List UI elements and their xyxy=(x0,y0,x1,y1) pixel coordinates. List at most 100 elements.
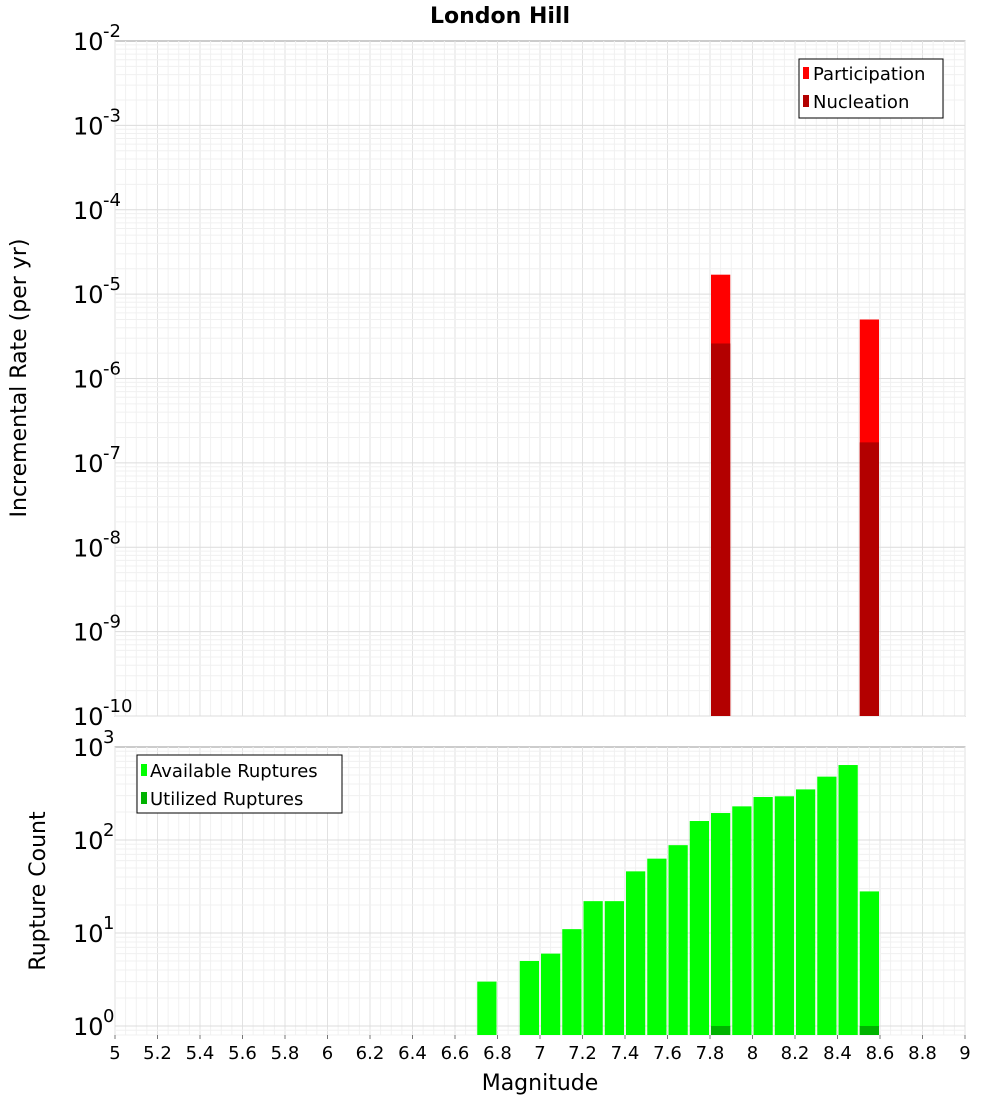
utilized-legend-swatch xyxy=(141,792,147,804)
y-tick-label: 10 -10 xyxy=(73,696,132,731)
y-tick-base: 10 xyxy=(73,619,104,647)
x-tick-label: 6.8 xyxy=(483,1043,512,1064)
rate-legend-box xyxy=(798,58,944,119)
x-tick-label: 7 xyxy=(534,1043,545,1064)
y-tick-exponent: -5 xyxy=(103,274,121,295)
x-tick-label: 6.6 xyxy=(441,1043,470,1064)
y-tick-label: 10 2 xyxy=(73,820,114,855)
y-tick-label: 10 -9 xyxy=(73,612,121,647)
y-tick-label: 10 0 xyxy=(73,1006,114,1041)
count-bar-a xyxy=(689,821,709,1035)
y-tick-base: 10 xyxy=(73,920,104,948)
x-tick-label: 5.8 xyxy=(271,1043,300,1064)
rate-plot-grid xyxy=(114,41,966,717)
x-tick-label: 7.6 xyxy=(653,1043,682,1064)
y-tick-exponent: -7 xyxy=(103,443,121,464)
x-tick-label: 8.8 xyxy=(908,1043,937,1064)
y-tick-exponent: -9 xyxy=(103,612,121,633)
count-bar-a xyxy=(626,871,646,1035)
count-bar-b xyxy=(859,1025,879,1035)
nucleation-legend-label: Nucleation xyxy=(813,92,909,113)
utilized-legend-label: Utilized Ruptures xyxy=(150,789,303,810)
y-tick-label: 10 3 xyxy=(73,727,114,762)
count-bar-a xyxy=(583,901,603,1035)
count-bar-a xyxy=(562,929,582,1035)
x-axis-label: Magnitude xyxy=(482,1071,599,1096)
y-tick-base: 10 xyxy=(73,112,104,140)
x-tick-label: 7.4 xyxy=(611,1043,640,1064)
count-bar-a xyxy=(604,901,624,1035)
rate-y-ticks: 10-210-310-410-510-610-710-810-910-10 xyxy=(73,21,132,731)
count-bar-a xyxy=(859,891,879,1035)
participation-legend-label: Participation xyxy=(813,64,925,85)
rate-plot-panel: 10-210-310-410-510-610-710-810-910-10 In… xyxy=(7,21,966,731)
count-bar-a xyxy=(838,765,858,1035)
rate-y-axis-label: Incremental Rate (per yr) xyxy=(7,239,32,518)
x-tick-label: 5.2 xyxy=(143,1043,172,1064)
nucleation-legend-swatch xyxy=(803,95,809,107)
y-tick-exponent: 2 xyxy=(103,820,114,841)
y-tick-exponent: -6 xyxy=(103,359,121,380)
available-legend-label: Available Ruptures xyxy=(150,761,318,782)
y-tick-exponent: 0 xyxy=(103,1006,114,1027)
rate-bar-b xyxy=(859,442,879,716)
x-axis-ticks: 5 5.2 5.4 5.6 5.8 6 6.2 6.4 6.6 6.8 7 7.2 7.4 7.6 7.8 8… xyxy=(109,1035,971,1064)
count-bar-a xyxy=(668,845,688,1035)
y-tick-base: 10 xyxy=(73,450,104,478)
count-plot-bars xyxy=(477,765,879,1035)
y-tick-exponent: 1 xyxy=(103,913,114,934)
y-tick-label: 10 1 xyxy=(73,913,114,948)
x-tick-label: 8.2 xyxy=(781,1043,810,1064)
x-tick-label: 7.2 xyxy=(568,1043,597,1064)
y-tick-label: 10 -5 xyxy=(73,274,121,309)
x-tick-label: 5.4 xyxy=(186,1043,215,1064)
rate-plot-bars xyxy=(711,274,879,716)
available-legend-swatch xyxy=(141,764,147,776)
y-tick-base: 10 xyxy=(73,197,104,225)
x-tick-label: 9 xyxy=(959,1043,970,1064)
x-tick-label: 8.4 xyxy=(823,1043,852,1064)
y-tick-base: 10 xyxy=(73,534,104,562)
y-tick-base: 10 xyxy=(73,28,104,56)
y-tick-label: 10 -8 xyxy=(73,527,121,562)
x-tick-label: 5.6 xyxy=(228,1043,257,1064)
count-bar-b xyxy=(711,1025,731,1035)
count-bar-a xyxy=(541,953,561,1035)
count-legend: Available Ruptures Utilized Ruptures xyxy=(136,754,343,814)
x-tick-label: 8.6 xyxy=(866,1043,895,1064)
count-bar-a xyxy=(732,806,752,1035)
count-bar-a xyxy=(519,960,539,1035)
count-bar-a xyxy=(647,858,667,1035)
x-tick-label: 6 xyxy=(322,1043,333,1064)
x-tick-label: 6.4 xyxy=(398,1043,427,1064)
count-bar-a xyxy=(817,776,837,1035)
x-tick-label: 7.8 xyxy=(696,1043,725,1064)
count-y-axis-label: Rupture Count xyxy=(26,811,51,971)
y-tick-exponent: 3 xyxy=(103,727,114,748)
count-bar-a xyxy=(477,981,497,1035)
y-tick-label: 10 -3 xyxy=(73,105,121,140)
x-tick-label: 8 xyxy=(747,1043,758,1064)
y-tick-base: 10 xyxy=(73,1013,104,1041)
count-legend-box xyxy=(136,754,343,814)
y-tick-exponent: -8 xyxy=(103,527,121,548)
y-tick-base: 10 xyxy=(73,827,104,855)
count-bar-a xyxy=(796,789,816,1035)
count-bar-a xyxy=(711,813,731,1035)
y-tick-label: 10 -6 xyxy=(73,359,121,394)
y-tick-label: 10 -2 xyxy=(73,21,121,56)
y-tick-label: 10 -4 xyxy=(73,190,121,225)
y-tick-base: 10 xyxy=(73,703,104,731)
y-tick-exponent: -2 xyxy=(103,21,121,42)
y-tick-base: 10 xyxy=(73,281,104,309)
x-tick-label: 5 xyxy=(109,1043,120,1064)
count-bar-a xyxy=(774,796,794,1035)
y-tick-base: 10 xyxy=(73,366,104,394)
rate-legend: Participation Nucleation xyxy=(798,58,944,119)
participation-legend-swatch xyxy=(803,67,809,79)
y-tick-label: 10 -7 xyxy=(73,443,121,478)
y-tick-exponent: -3 xyxy=(103,105,121,126)
chart-title: London Hill xyxy=(430,4,570,29)
